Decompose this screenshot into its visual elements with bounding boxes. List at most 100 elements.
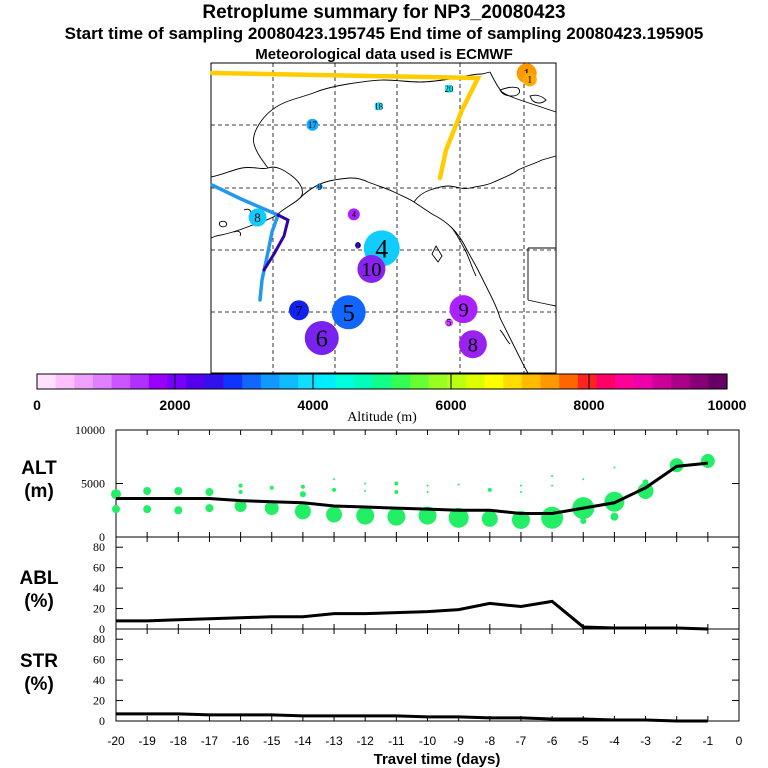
colorbar-swatch [55,374,75,389]
abl-ylabel-line1: ABL [19,568,58,589]
map-marker-label: 18 [374,101,384,111]
colorbar-tick-label: 2000 [159,397,190,413]
x-tick-label: -8 [484,734,495,748]
x-tick-label: -10 [419,734,437,748]
y-tick-label: 0 [99,714,105,728]
alt-bubble [143,486,152,495]
alt-bubble [238,483,243,488]
alt-bubble [642,479,649,486]
alt-bubble [448,507,469,528]
alt-yticks: 0 5000 10000 [75,423,740,544]
colorbar-swatch [652,374,672,389]
alt-bubble [481,510,498,527]
sampling-times: Start time of sampling 20080423.195745 E… [64,24,704,43]
colorbar-swatch [596,374,616,389]
map-marker-label: 9 [458,299,468,321]
map-frame [210,62,557,374]
map-marker-label: 10 [361,259,381,281]
abl-frame [115,536,740,630]
alt-bubble [332,487,337,492]
alt-bubble [174,486,183,495]
colorbar-swatch [354,374,374,389]
colorbar-tick-label: 10000 [708,397,747,413]
map-markers: 465109871811742018599 [248,63,537,359]
map-marker-label: 4 [352,210,357,220]
colorbar-swatch [298,374,318,389]
map-marker-day-17 [306,118,319,131]
x-tick-label: -15 [263,734,281,748]
alt-bubble [426,484,429,487]
colorbar-swatch [615,374,635,389]
y-tick-label: 80 [93,632,105,646]
alt-bubble [356,506,375,525]
alt-bubble [333,478,336,481]
y-tick-label: 0 [99,530,105,544]
colorbar-swatch [335,374,355,389]
y-tick-label: 40 [93,673,105,687]
colorbar-swatch [391,374,411,389]
map-marker-label: 4 [375,235,388,264]
alt-bubble [174,506,183,515]
map-marker-day-5 [331,295,366,330]
x-tick-label: -17 [201,734,219,748]
abl-ylabel-line2: (%) [24,591,54,612]
str-line [116,712,708,723]
alt-bubble [551,484,554,487]
trajectory-path-yellow [209,70,482,181]
alt-bubble [364,489,367,492]
colorbar-swatches [37,374,728,389]
alt-bubble [143,505,152,514]
alt-bubble [112,505,120,514]
met-data-note: Meteorological data used is ECMWF [255,46,513,63]
colorbar-swatch [671,374,691,389]
x-tick-label: -19 [138,734,156,748]
x-tick-label: -2 [671,734,682,748]
colorbar-swatch [708,374,728,389]
map-marker-label: 5 [447,318,452,328]
alt-bubble [541,506,564,529]
map-marker-label: 7 [295,303,302,319]
alt-bubble [426,491,429,494]
alt-bubble [205,488,214,497]
alt-bubble [613,466,616,469]
y-tick-label: 40 [93,581,105,595]
alt-bubble [294,503,311,520]
colorbar-swatch [111,374,131,389]
colorbar-swatch [148,374,169,389]
x-tick-label: -5 [578,734,589,748]
x-tick-label: -20 [107,734,125,748]
colorbar-swatch [465,374,486,389]
colorbar-tick-label: 0 [33,397,41,413]
map-marker-day-6 [304,321,339,356]
y-tick-label: 10000 [75,423,105,437]
colorbar-swatch [242,374,262,389]
map-marker-day-7 [288,300,309,321]
trajectory-path-blue [210,183,281,302]
map-marker-label: 9 [317,182,322,192]
map-marker-day-5 [445,318,454,327]
alt-bubble [299,491,306,498]
colorbar-tick-label: 8000 [573,397,604,413]
x-tick-label: -11 [388,734,405,748]
colorbar-swatch [279,374,299,389]
alt-median-line [116,461,709,515]
colorbar-swatch [372,374,392,389]
map-marker-day-1 [522,72,537,87]
colorbar-swatch [633,374,654,389]
alt-bubble [582,478,585,481]
colorbar-swatch [521,374,542,389]
map-marker-label: 6 [316,326,328,353]
colorbar-swatch [428,374,448,389]
colorbar-tick-label: 4000 [297,397,328,413]
colorbar-swatch [447,374,467,389]
abl-line [116,599,708,631]
coastlines [210,71,557,374]
colorbar: 0 2000 4000 6000 8000 10000 Altitude (m) [33,373,747,425]
colorbar-swatch [223,374,243,389]
colorbar-swatch [167,374,187,389]
alt-bubble [394,490,399,495]
str-yticks: 0 20 40 60 80 [93,629,740,728]
str-frame [115,628,740,722]
